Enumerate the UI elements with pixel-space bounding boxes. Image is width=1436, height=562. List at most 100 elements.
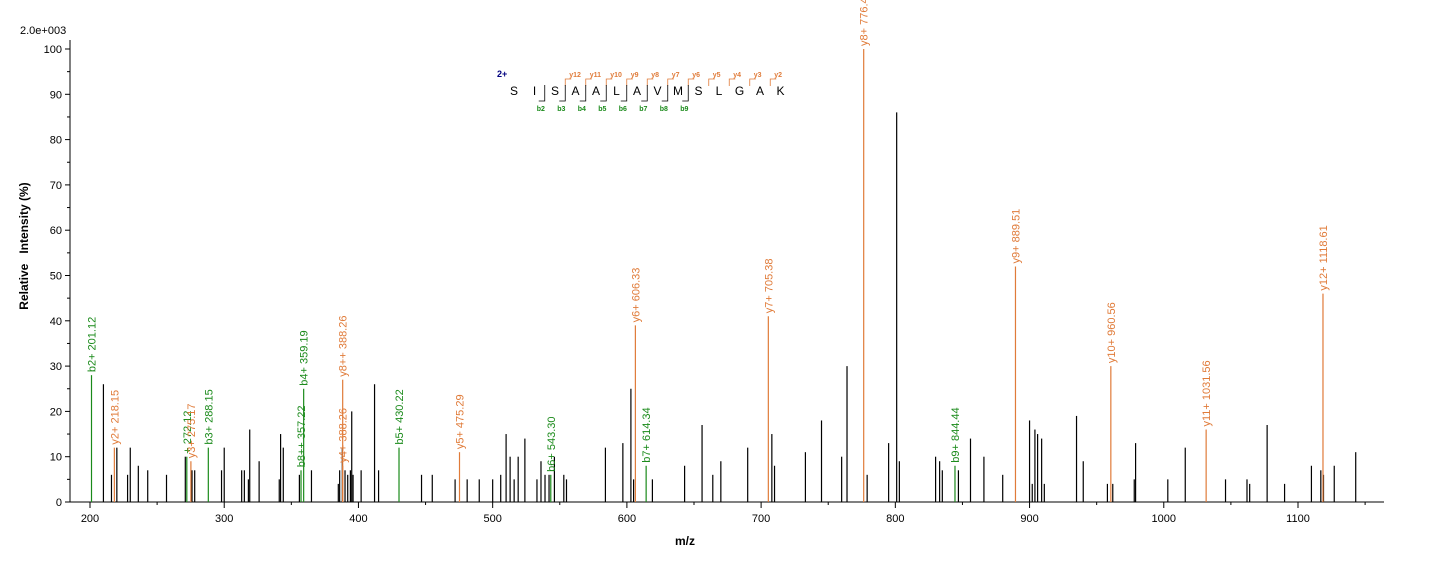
- y-tick-label: 100: [44, 44, 62, 56]
- x-tick-label: 700: [752, 513, 770, 525]
- y-ion-marker: [749, 78, 756, 86]
- y-axis-title: Relative Intensity (%): [17, 182, 31, 309]
- y-tick-label: 50: [50, 271, 62, 283]
- x-tick-label: 800: [886, 513, 904, 525]
- b-ion-marker: [641, 85, 648, 102]
- residue: L: [613, 84, 620, 98]
- b-ion-marker: [661, 85, 669, 102]
- y-tick-label: 80: [50, 135, 62, 147]
- y-ion-marker: [687, 78, 695, 86]
- x-tick-label: 400: [349, 513, 367, 525]
- peak-label: b2+ 201.12: [87, 317, 99, 372]
- peak-label: y5+ 475.29: [455, 394, 467, 449]
- x-tick-label: 200: [81, 513, 99, 525]
- peak-label: b4+ 359.19: [299, 330, 311, 385]
- peak-label: b7+ 614.34: [641, 407, 653, 462]
- x-tick-label: 1000: [1152, 513, 1176, 525]
- y-ion-label: y5: [713, 72, 721, 79]
- peak-label: b5+ 430.22: [394, 389, 406, 444]
- y-ion-marker: [728, 78, 736, 86]
- y-tick-label: 0: [56, 497, 62, 509]
- peaks: [90, 49, 1357, 502]
- residue: A: [571, 84, 579, 98]
- y-ion-marker: [626, 78, 633, 86]
- y-ion-marker: [646, 78, 654, 86]
- residue: G: [735, 84, 744, 98]
- x-tick-label: 1100: [1286, 513, 1310, 525]
- y-ion-marker: [708, 78, 715, 86]
- y-ion-label: y8: [651, 72, 659, 79]
- b-ion-marker: [620, 85, 628, 102]
- y-ion-label: y4: [733, 72, 741, 79]
- b-ion-label: b2: [537, 106, 545, 113]
- residue: S: [551, 84, 559, 98]
- b-ion-marker: [538, 85, 546, 102]
- y-ion-label: y2: [774, 72, 782, 79]
- x-tick-label: 300: [215, 513, 233, 525]
- y-ion-marker: [667, 78, 674, 86]
- peak-label: y8+ 776.43: [859, 0, 871, 46]
- y-tick-label: 20: [50, 406, 62, 418]
- residue: A: [756, 84, 764, 98]
- residue: K: [776, 84, 784, 98]
- y-tick-label: 30: [50, 361, 62, 373]
- y-ion-label: y6: [692, 72, 700, 79]
- b-ion-label: b4: [578, 106, 586, 113]
- y-tick-label: 60: [50, 225, 62, 237]
- peak-label: y2+ 218.15: [109, 390, 121, 445]
- peak-label: y7+ 705.38: [763, 259, 775, 314]
- residue: L: [716, 84, 723, 98]
- peak-label: + 272.12: [182, 411, 194, 454]
- axes: 0 10 20 30 40 50 60 70 80 90 100 200 300 400 500 600 700…: [44, 40, 1384, 525]
- y-tick-label: 90: [50, 89, 62, 101]
- b-ion-label: b7: [639, 106, 647, 113]
- peak-label: y8++ 388.26: [338, 316, 350, 377]
- peak-label: b8++ 357.22: [296, 405, 308, 467]
- y-tick-label: 40: [50, 316, 62, 328]
- x-tick-label: 900: [1020, 513, 1038, 525]
- peak-label: y4+ 388.26: [338, 408, 350, 463]
- x-tick-label: 500: [483, 513, 501, 525]
- peak-label: b6+ 543.30: [546, 416, 558, 471]
- y-ion-label: y7: [672, 72, 680, 79]
- peak-label: y9+ 889.51: [1010, 209, 1022, 264]
- b-ion-label: b6: [619, 106, 627, 113]
- y-ion-label: y9: [631, 72, 639, 79]
- peak-label: y11+ 1031.56: [1201, 360, 1213, 426]
- peak-label: b3+ 288.15: [203, 389, 215, 444]
- b-ion-marker: [579, 85, 587, 102]
- b-ion-marker: [559, 85, 566, 102]
- y-ion-label: y11: [590, 72, 601, 79]
- y-ion-label: y12: [569, 72, 581, 79]
- x-tick-label: 600: [618, 513, 636, 525]
- peak-label: b9+ 844.44: [950, 407, 962, 462]
- residue: I: [533, 84, 536, 98]
- y-ion-label: y3: [754, 72, 762, 79]
- x-axis-title: m/z: [675, 534, 695, 548]
- residue: V: [653, 84, 661, 98]
- charge-state: 2+: [497, 69, 507, 79]
- peak-label: y10+ 960.56: [1106, 302, 1118, 363]
- peak-label: y12+ 1118.61: [1318, 225, 1330, 290]
- y-ion-marker: [769, 78, 777, 86]
- b-ion-label: b5: [598, 106, 606, 113]
- b-ion-label: b3: [557, 106, 565, 113]
- b-ion-label: b9: [680, 106, 688, 113]
- y-ion-label: y10: [610, 72, 622, 79]
- peak-label: y3+ 275.17: [186, 403, 198, 458]
- residue: A: [633, 84, 641, 98]
- y-tick-label: 10: [50, 452, 62, 464]
- residue: S: [694, 84, 702, 98]
- intensity-scale-label: 2.0e+003: [20, 25, 66, 37]
- y-ion-marker: [605, 78, 613, 86]
- b-ion-marker: [600, 85, 607, 102]
- residue: S: [510, 84, 518, 98]
- b-ion-marker: [682, 85, 689, 102]
- b-ion-label: b8: [660, 106, 668, 113]
- residue: M: [673, 84, 683, 98]
- residue: A: [592, 84, 600, 98]
- y-ion-marker: [564, 78, 572, 86]
